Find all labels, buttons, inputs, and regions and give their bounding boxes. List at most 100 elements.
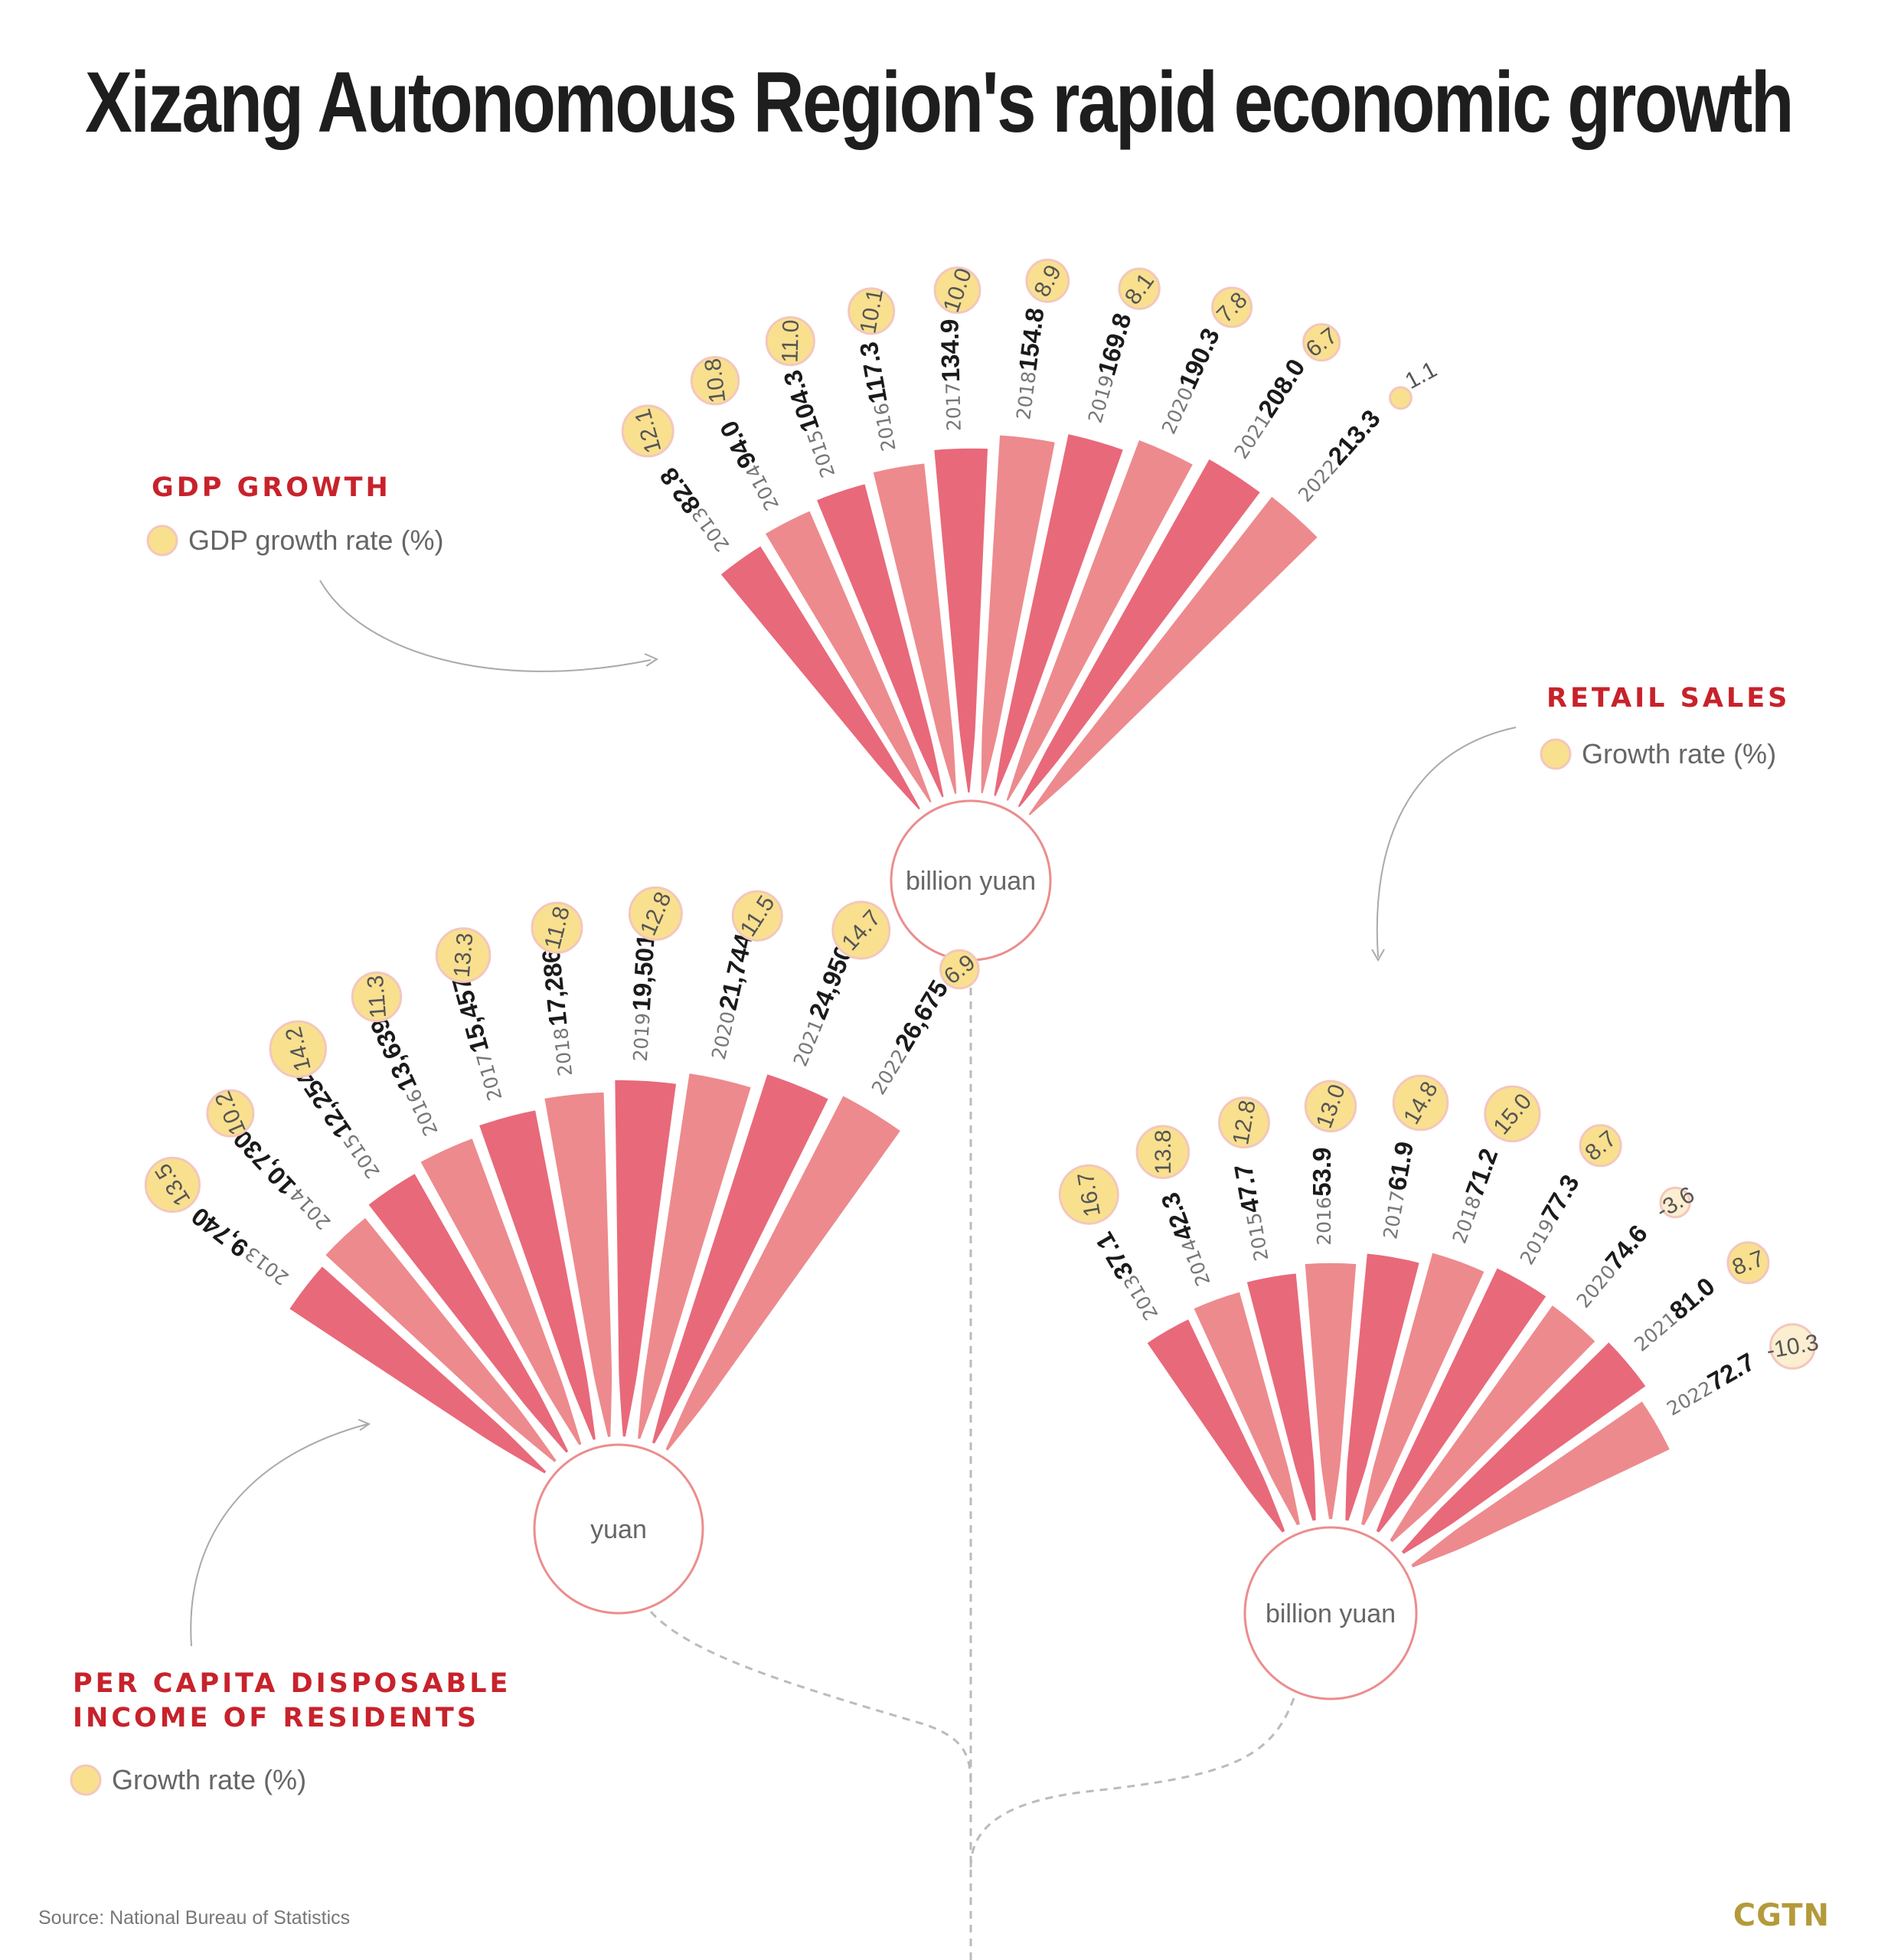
gdp-bar-2018: [976, 430, 1060, 799]
gdp-bar-2016: [868, 459, 962, 799]
gdp-legend-label: GDP growth rate (%): [188, 524, 443, 556]
retail-growth-bubble-2013: [1058, 1164, 1119, 1225]
income-bar-2020: [632, 1068, 756, 1444]
income-unit-hub: [533, 1443, 704, 1615]
income-bar-2016: [415, 1133, 586, 1451]
retail-chart: 201337.116.7201442.313.8201547.712.82016…: [1058, 1074, 1821, 1700]
income-year-label-2018: 2018: [550, 1027, 576, 1077]
connector-lines: [649, 960, 1295, 1960]
income-bar-2014: [320, 1212, 562, 1468]
retail-year-label-2016: 2016: [1313, 1197, 1335, 1246]
retail-growth-label-2014: 13.8: [1151, 1130, 1176, 1174]
retail-unit-label: billion yuan: [1266, 1599, 1396, 1628]
retail-section-title: RETAIL SALES: [1546, 683, 1790, 714]
gdp-growth-bubble-2020: [1211, 286, 1253, 328]
income-bar-2017: [474, 1105, 601, 1446]
income-bar-2021: [647, 1069, 834, 1449]
retail-legend-arrow: [1376, 727, 1517, 958]
retail-growth-bubble-2014: [1135, 1125, 1190, 1179]
income-growth-bubble-2021: [831, 900, 891, 960]
gdp-growth-label-2015: 11.0: [778, 319, 804, 363]
gdp-bar-2014: [759, 505, 937, 808]
retail-branch-line: [969, 1697, 1295, 1869]
income-growth-bubble-2014: [206, 1089, 255, 1138]
retail-unit-hub: [1243, 1526, 1418, 1700]
income-bar-2019: [610, 1075, 681, 1442]
income-section-title-line2: INCOME OF RESIDENTS: [73, 1703, 479, 1733]
gdp-growth-bubble-2015: [765, 316, 815, 367]
income-section-title-line1: PER CAPITA DISPOSABLE: [73, 1668, 511, 1699]
retail-bar-2019: [1371, 1263, 1552, 1538]
retail-bar-2017: [1341, 1249, 1425, 1526]
chart-title: Xizang Autonomous Region's rapid economi…: [85, 54, 1792, 150]
gdp-growth-bubble-2014: [690, 356, 740, 406]
gdp-growth-bubble-2018: [1025, 258, 1070, 303]
gdp-legend-bubble: [146, 524, 178, 557]
gdp-growth-bubble-2021: [1302, 323, 1341, 362]
cgtn-logo: CGTN: [1733, 1898, 1830, 1933]
gdp-bar-2021: [1013, 453, 1266, 813]
gdp-value-label-2017: 134.9: [935, 318, 965, 382]
retail-growth-bubble-2020: [1659, 1186, 1691, 1219]
income-legend-arrow: [190, 1423, 368, 1647]
income-bar-2015: [363, 1168, 573, 1459]
gdp-growth-bubble-2013: [621, 404, 674, 458]
gdp-year-label-2017: 2017: [942, 382, 965, 431]
income-bar-2022: [660, 1090, 906, 1456]
gdp-legend-arrow-head: [644, 653, 659, 667]
retail-legend-arrow-head: [1371, 949, 1385, 962]
income-growth-bubble-2018: [531, 901, 583, 954]
gdp-growth-bubble-2016: [848, 287, 896, 335]
income-growth-bubble-2017: [435, 927, 492, 983]
retail-bar-2014: [1188, 1287, 1305, 1530]
retail-growth-bubble-2021: [1726, 1241, 1770, 1285]
income-growth-label-2016: 11.3: [363, 975, 391, 1020]
income-legend-label: Growth rate (%): [112, 1764, 306, 1795]
gdp-unit-label: billion yuan: [906, 867, 1036, 896]
retail-growth-bubble-2022: [1769, 1323, 1816, 1370]
gdp-bar-2013: [715, 541, 926, 815]
retail-growth-bubble-2017: [1392, 1074, 1449, 1132]
gdp-growth-bubble-2017: [933, 266, 981, 314]
income-growth-bubble-2022: [939, 949, 980, 990]
gdp-legend-arrow: [319, 580, 652, 672]
retail-growth-bubble-2016: [1304, 1080, 1357, 1133]
income-legend-bubble: [70, 1764, 102, 1796]
income-year-label-2019: 2019: [629, 1012, 655, 1062]
income-growth-bubble-2020: [731, 890, 783, 942]
retail-bar-2013: [1141, 1314, 1290, 1538]
income-unit-label: yuan: [590, 1515, 647, 1544]
retail-value-label-2016: 53.9: [1308, 1148, 1336, 1197]
income-growth-bubble-2016: [351, 971, 403, 1023]
income-growth-bubble-2019: [628, 886, 683, 941]
income-growth-bubble-2015: [269, 1020, 327, 1079]
gdp-growth-bubble-2019: [1118, 267, 1161, 310]
retail-growth-bubble-2019: [1579, 1124, 1622, 1168]
income-growth-bubble-2013: [144, 1156, 201, 1214]
retail-growth-bubble-2018: [1484, 1085, 1541, 1143]
retail-bar-2018: [1356, 1247, 1490, 1530]
income-bar-2018: [539, 1087, 617, 1442]
income-growth-label-2017: 13.3: [449, 932, 478, 978]
income-value-label-2019: 19,501: [627, 933, 660, 1012]
gdp-bar-2019: [989, 429, 1128, 802]
gdp-growth-label-2014: 10.8: [701, 357, 731, 404]
retail-bar-2020: [1384, 1300, 1601, 1548]
retail-bar-2022: [1406, 1396, 1675, 1573]
income-legend-arrow-head: [358, 1419, 371, 1431]
gdp-bar-2015: [812, 479, 949, 802]
source-note: Source: National Bureau of Statistics: [38, 1907, 350, 1929]
income-bar-2013: [284, 1261, 552, 1479]
retail-growth-bubble-2015: [1218, 1096, 1270, 1148]
gdp-growth-bubble-2022: [1389, 386, 1413, 410]
gdp-bar-2020: [1001, 435, 1198, 806]
gdp-bar-2017: [929, 443, 993, 798]
retail-bar-2016: [1300, 1258, 1361, 1524]
gdp-section-title: GDP GROWTH: [152, 472, 391, 503]
retail-legend-bubble: [1540, 738, 1572, 770]
gdp-bar-2022: [1023, 491, 1323, 821]
retail-legend-label: Growth rate (%): [1582, 738, 1776, 769]
retail-bar-2021: [1396, 1337, 1651, 1560]
retail-bar-2015: [1242, 1269, 1321, 1526]
